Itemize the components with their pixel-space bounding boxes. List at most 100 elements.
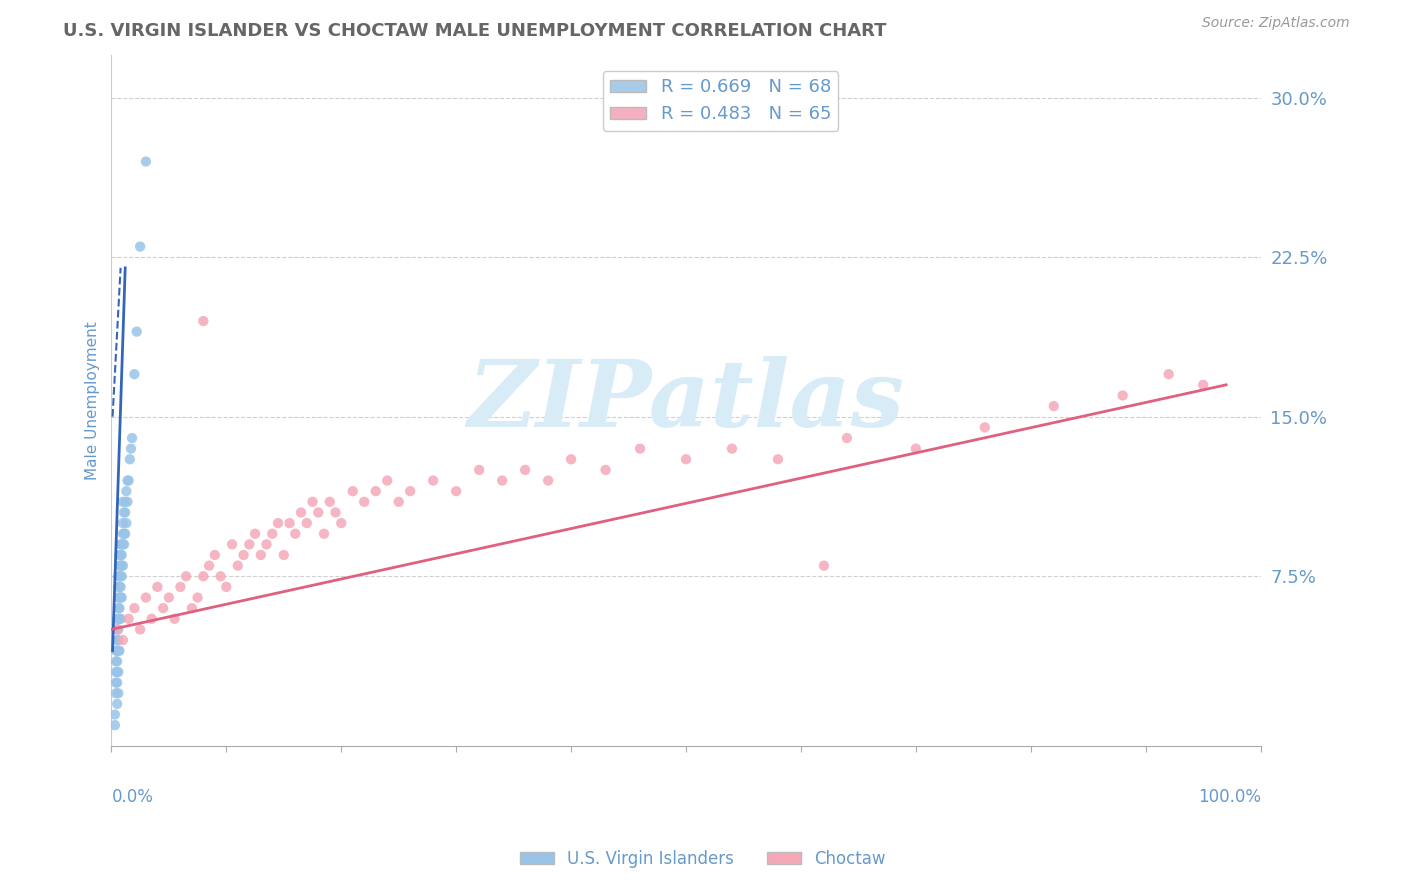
Point xyxy=(204,548,226,562)
Point xyxy=(342,484,364,499)
Point xyxy=(157,591,180,605)
Point xyxy=(118,612,141,626)
Point xyxy=(537,474,560,488)
Point xyxy=(107,633,129,648)
Point xyxy=(114,526,136,541)
Point xyxy=(108,612,131,626)
Point xyxy=(444,484,467,499)
Point xyxy=(187,591,209,605)
Point xyxy=(104,707,127,722)
Point xyxy=(135,154,157,169)
Point xyxy=(399,484,422,499)
Point xyxy=(125,325,148,339)
Point xyxy=(112,537,135,551)
Point xyxy=(105,654,128,668)
Point xyxy=(307,506,329,520)
Point xyxy=(111,516,134,530)
Point xyxy=(108,601,131,615)
Point xyxy=(513,463,536,477)
Point xyxy=(319,495,342,509)
Point xyxy=(111,591,134,605)
Point xyxy=(112,506,135,520)
Point xyxy=(105,623,128,637)
Point xyxy=(105,643,128,657)
Point xyxy=(107,569,129,583)
Point xyxy=(108,591,131,605)
Point xyxy=(111,526,134,541)
Point xyxy=(375,474,398,488)
Point xyxy=(267,516,290,530)
Point xyxy=(295,516,318,530)
Point xyxy=(135,591,157,605)
Point xyxy=(284,526,307,541)
Point xyxy=(290,506,312,520)
Point xyxy=(114,495,136,509)
Point xyxy=(1192,377,1215,392)
Point xyxy=(114,506,136,520)
Point xyxy=(278,516,301,530)
Point xyxy=(193,569,215,583)
Point xyxy=(973,420,995,434)
Point xyxy=(110,569,132,583)
Point xyxy=(256,537,278,551)
Legend: U.S. Virgin Islanders, Choctaw: U.S. Virgin Islanders, Choctaw xyxy=(513,844,893,875)
Point xyxy=(105,675,128,690)
Point xyxy=(105,623,128,637)
Point xyxy=(146,580,169,594)
Point xyxy=(108,643,131,657)
Point xyxy=(120,442,142,456)
Point xyxy=(115,516,138,530)
Point xyxy=(675,452,697,467)
Point xyxy=(110,537,132,551)
Point xyxy=(112,526,135,541)
Point xyxy=(108,580,131,594)
Point xyxy=(198,558,221,573)
Point xyxy=(105,643,128,657)
Point xyxy=(163,612,186,626)
Point xyxy=(491,474,513,488)
Point xyxy=(124,368,146,382)
Point xyxy=(1112,388,1135,402)
Point xyxy=(107,580,129,594)
Point xyxy=(273,548,295,562)
Point xyxy=(118,474,141,488)
Point xyxy=(262,526,284,541)
Point xyxy=(110,548,132,562)
Point xyxy=(243,526,266,541)
Point xyxy=(107,601,129,615)
Text: Source: ZipAtlas.com: Source: ZipAtlas.com xyxy=(1202,16,1350,30)
Point xyxy=(238,537,260,551)
Point xyxy=(108,558,131,573)
Point xyxy=(115,484,138,499)
Point xyxy=(193,314,215,328)
Point xyxy=(111,633,134,648)
Point xyxy=(232,548,254,562)
Point xyxy=(110,591,132,605)
Point xyxy=(104,718,127,732)
Point xyxy=(209,569,232,583)
Point xyxy=(904,442,927,456)
Point xyxy=(595,463,617,477)
Point xyxy=(388,495,411,509)
Point xyxy=(107,665,129,679)
Point xyxy=(301,495,323,509)
Point xyxy=(226,558,249,573)
Text: 100.0%: 100.0% xyxy=(1198,788,1261,805)
Point xyxy=(105,665,128,679)
Point xyxy=(249,548,271,562)
Point xyxy=(364,484,387,499)
Y-axis label: Male Unemployment: Male Unemployment xyxy=(86,321,100,480)
Point xyxy=(117,474,139,488)
Point xyxy=(105,654,128,668)
Point xyxy=(468,463,491,477)
Point xyxy=(628,442,651,456)
Point xyxy=(110,558,132,573)
Point xyxy=(560,452,582,467)
Point xyxy=(221,537,243,551)
Point xyxy=(215,580,238,594)
Point xyxy=(813,558,835,573)
Point xyxy=(107,686,129,700)
Point xyxy=(105,686,128,700)
Point xyxy=(111,548,134,562)
Point xyxy=(107,623,129,637)
